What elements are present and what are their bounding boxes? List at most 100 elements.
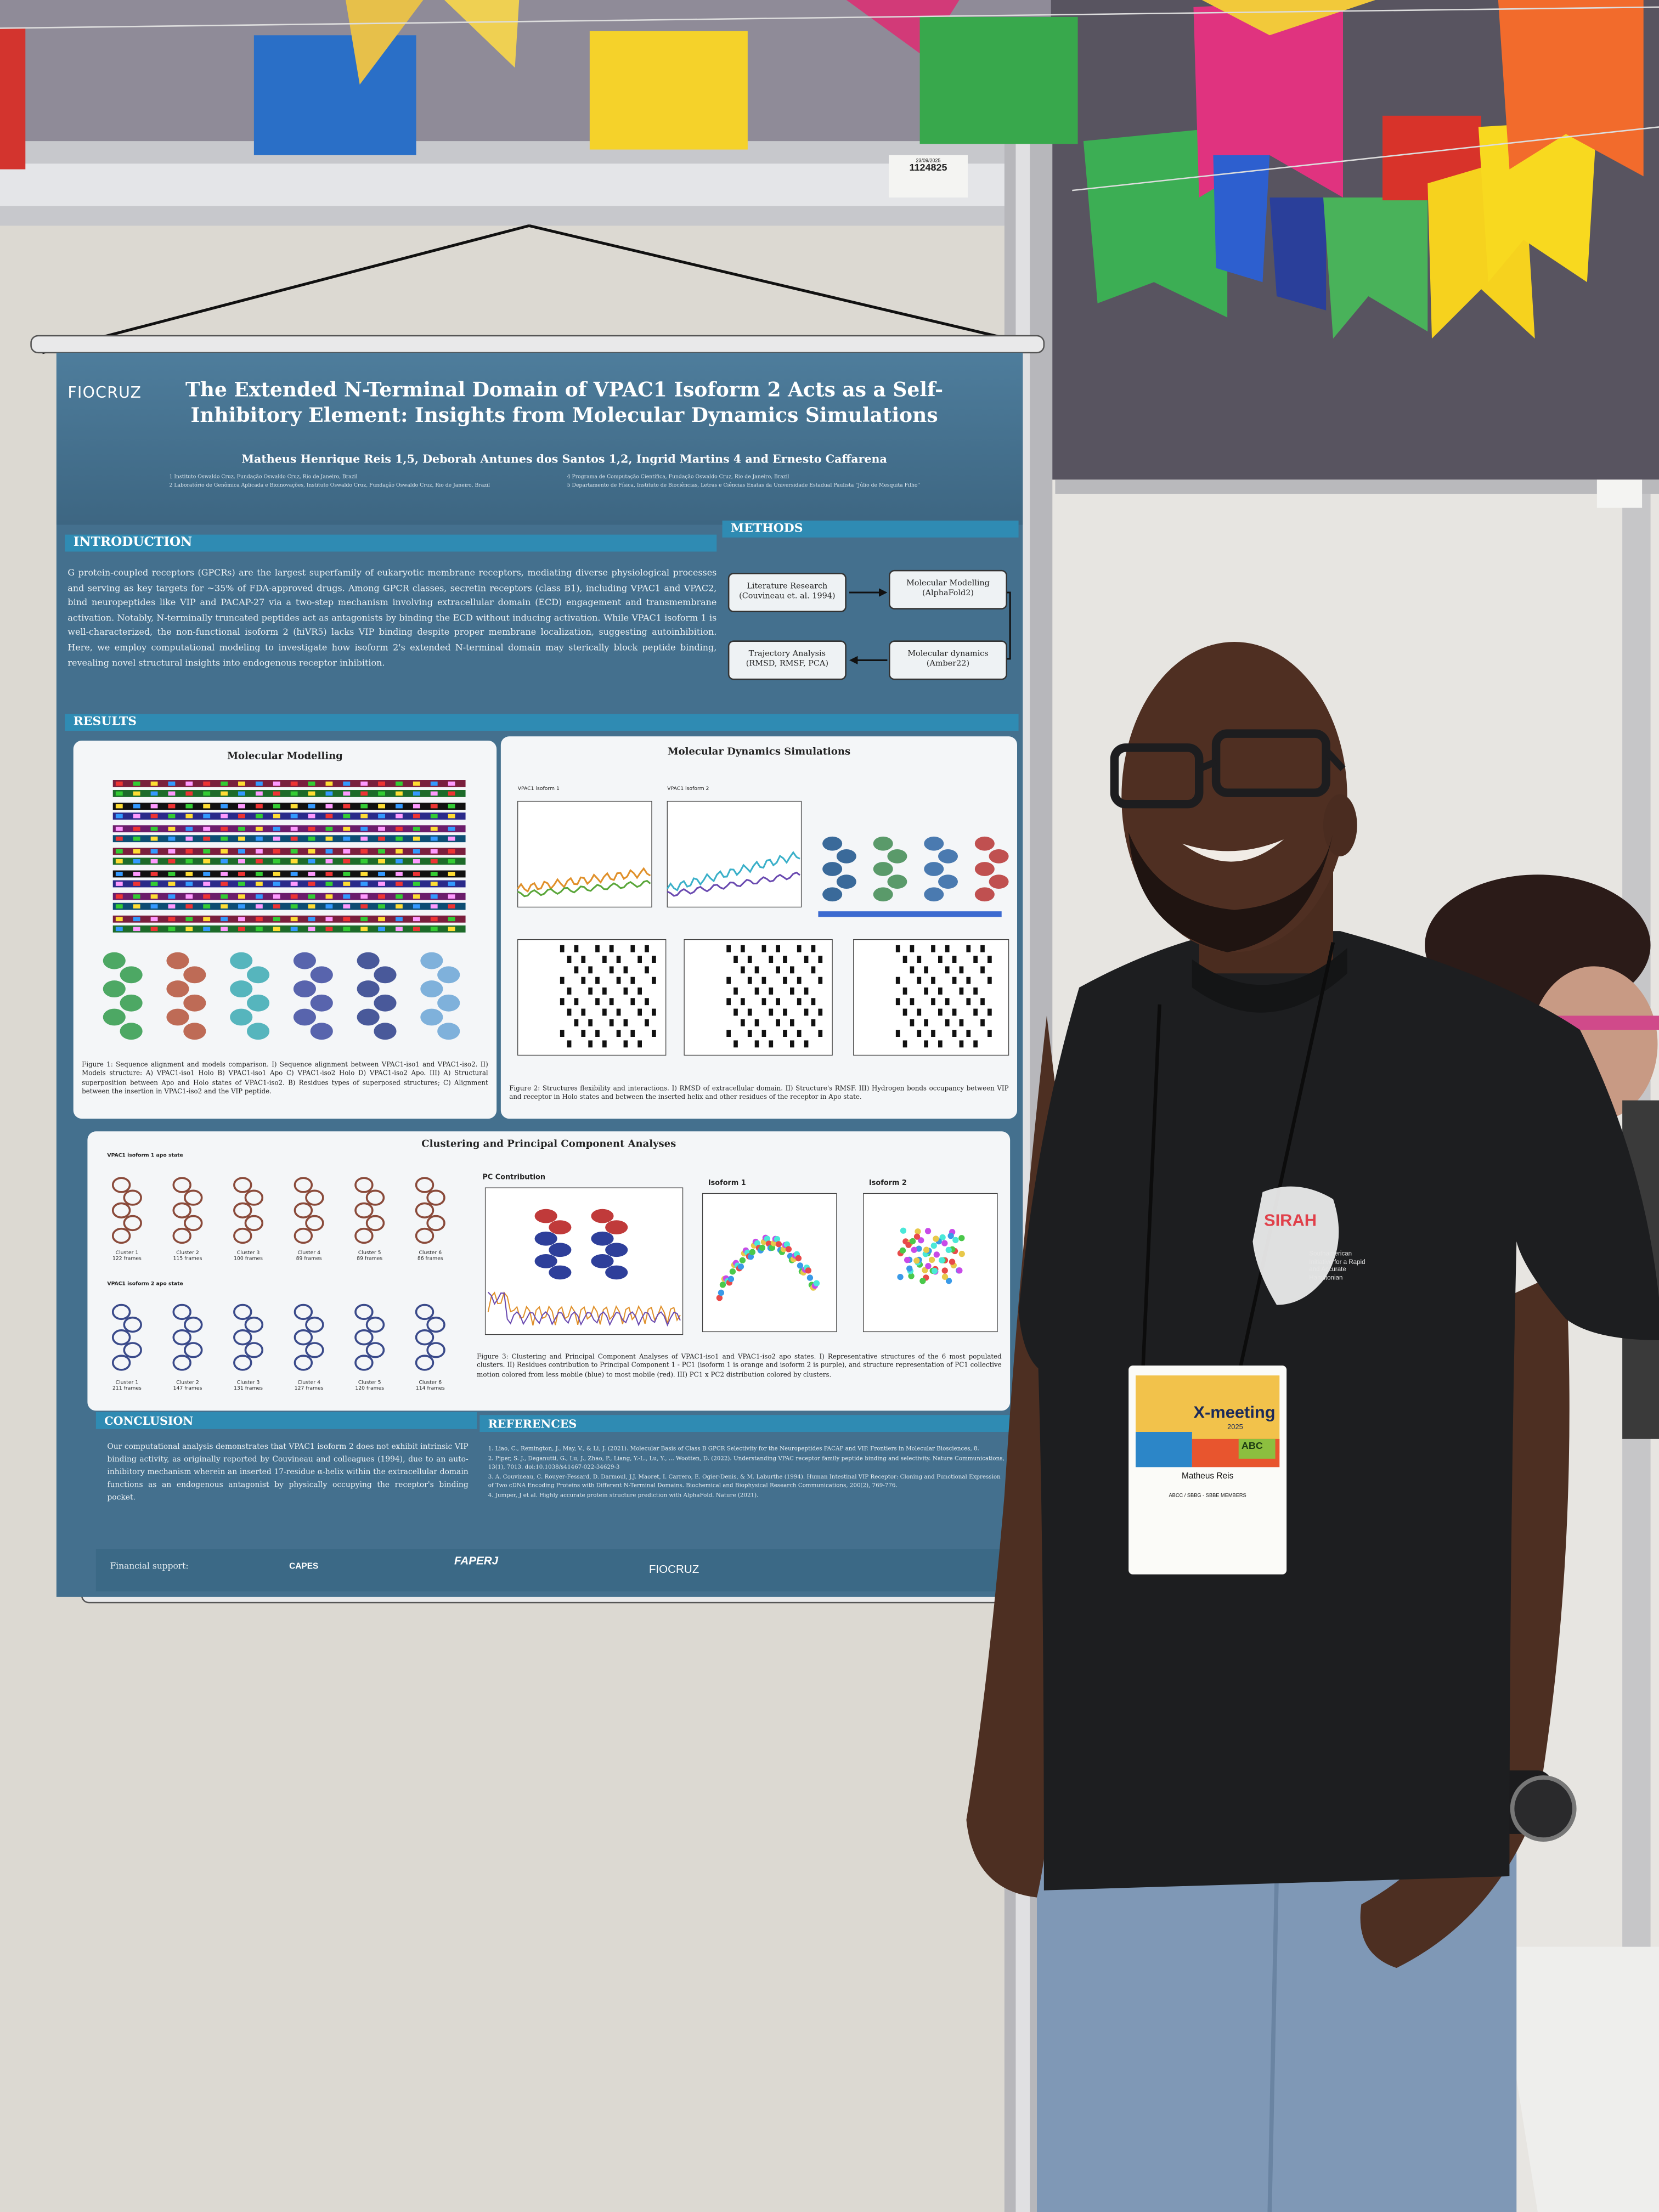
protein-helix — [549, 1265, 572, 1280]
alignment-residue — [308, 826, 315, 831]
alignment-residue — [115, 781, 123, 786]
section-heading: METHODS — [722, 520, 1019, 538]
alignment-row — [112, 915, 466, 923]
flag — [1213, 155, 1270, 283]
heatmap-cell — [797, 998, 802, 1006]
protein-helix — [123, 1215, 142, 1232]
alignment-residue — [448, 859, 455, 864]
plot-line — [667, 871, 800, 897]
alignment-residue — [168, 781, 176, 786]
alignment-residue — [325, 872, 333, 876]
heatmap-cell — [924, 988, 928, 995]
alignment-residue — [150, 904, 158, 909]
alignment-residue — [308, 804, 315, 809]
alignment-residue — [221, 872, 228, 876]
alignment-residue — [378, 882, 385, 886]
alignment-residue — [308, 894, 315, 899]
alignment-residue — [413, 791, 420, 796]
heatmap-cell — [797, 945, 802, 952]
alignment-residue — [115, 872, 123, 876]
cluster-label: Cluster 2 115 frames — [162, 1250, 213, 1262]
heatmap-cell — [924, 966, 928, 974]
heatmap-cell — [952, 977, 957, 984]
alignment-residue — [308, 927, 315, 932]
cluster-name: Cluster 4 — [297, 1250, 320, 1256]
scatter-point — [938, 1257, 945, 1263]
heatmap-cell — [910, 998, 915, 1006]
heatmap-cell — [769, 1008, 774, 1016]
protein-helix — [924, 862, 944, 876]
plot-title: VPAC1 isoform 2 — [667, 786, 709, 792]
alignment-residue — [168, 894, 176, 899]
alignment-residue — [238, 814, 245, 819]
alignment-residue — [430, 859, 438, 864]
alignment-residue — [396, 894, 403, 899]
scatter-point — [928, 1256, 935, 1263]
cluster-label: Cluster 4 89 frames — [284, 1250, 335, 1262]
alignment-residue — [221, 804, 228, 809]
scatter-point — [924, 1228, 932, 1234]
alignment-residue — [221, 781, 228, 786]
heatmap-cell — [754, 1019, 759, 1026]
heatmap-cell — [623, 1040, 628, 1048]
flag — [444, 0, 520, 68]
alignment-residue — [430, 791, 438, 796]
alignment-row — [112, 880, 466, 888]
protein-helix — [354, 1304, 374, 1321]
section-heading: RESULTS — [65, 714, 1019, 731]
heatmap-cell — [645, 966, 649, 974]
alignment-residue — [150, 781, 158, 786]
heatmap-cell — [959, 966, 964, 974]
alignment-residue — [396, 791, 403, 796]
heatmap-cell — [776, 945, 780, 952]
heatmap-cell — [811, 945, 816, 952]
alignment-residue — [378, 904, 385, 909]
heatmap-cell — [804, 1040, 809, 1048]
heatmap-cell — [804, 1008, 809, 1016]
alignment-residue — [168, 904, 176, 909]
alignment-residue — [308, 872, 315, 876]
alignment-residue — [133, 917, 140, 922]
heatmap-cell — [790, 988, 794, 995]
protein-helix — [605, 1220, 628, 1234]
poster-logo: FIOCRUZ — [67, 383, 142, 402]
alignment-residue — [343, 849, 351, 854]
protein-helix — [183, 966, 206, 984]
alignment-residue — [430, 836, 438, 841]
flag-string — [1072, 126, 1659, 191]
alignment-residue — [255, 849, 263, 854]
alignment-residue — [203, 859, 211, 864]
alignment-residue — [150, 836, 158, 841]
heatmap-cell — [581, 1008, 586, 1016]
heatmap-cell — [917, 977, 922, 984]
glasses-arm — [1323, 748, 1346, 771]
alignment-residue — [396, 836, 403, 841]
heatmap-cell — [917, 1030, 922, 1037]
protein-helix — [357, 952, 380, 969]
cluster-name: Cluster 4 — [297, 1379, 320, 1386]
alignment-residue — [308, 781, 315, 786]
alignment-residue — [325, 849, 333, 854]
alignment-residue — [413, 894, 420, 899]
alignment-residue — [360, 872, 368, 876]
t-shirt — [1018, 931, 1659, 1891]
heatmap-cell — [931, 998, 935, 1006]
panel-title: Molecular Dynamics Simulations — [667, 744, 851, 758]
alignment-residue — [360, 927, 368, 932]
cluster-label: Cluster 3 100 frames — [223, 1250, 274, 1262]
alignment-residue — [448, 804, 455, 809]
scatter-point — [956, 1267, 963, 1274]
heatmap-cell — [790, 1019, 794, 1026]
poster: FIOCRUZ The Extended N-Terminal Domain o… — [56, 352, 1023, 1597]
protein-helix — [534, 1209, 557, 1223]
alignment-residue — [273, 859, 280, 864]
alignment-residue — [325, 836, 333, 841]
alignment-residue — [150, 804, 158, 809]
cluster-frames: 89 frames — [357, 1256, 383, 1262]
scatter-point — [932, 1267, 938, 1274]
affiliations: 1 Instituto Oswaldo Cruz, Fundação Oswal… — [170, 472, 960, 489]
alignment-residue — [360, 849, 368, 854]
scatter-point — [783, 1241, 791, 1248]
heatmap-cell — [931, 1030, 935, 1037]
alignment-residue — [133, 781, 140, 786]
